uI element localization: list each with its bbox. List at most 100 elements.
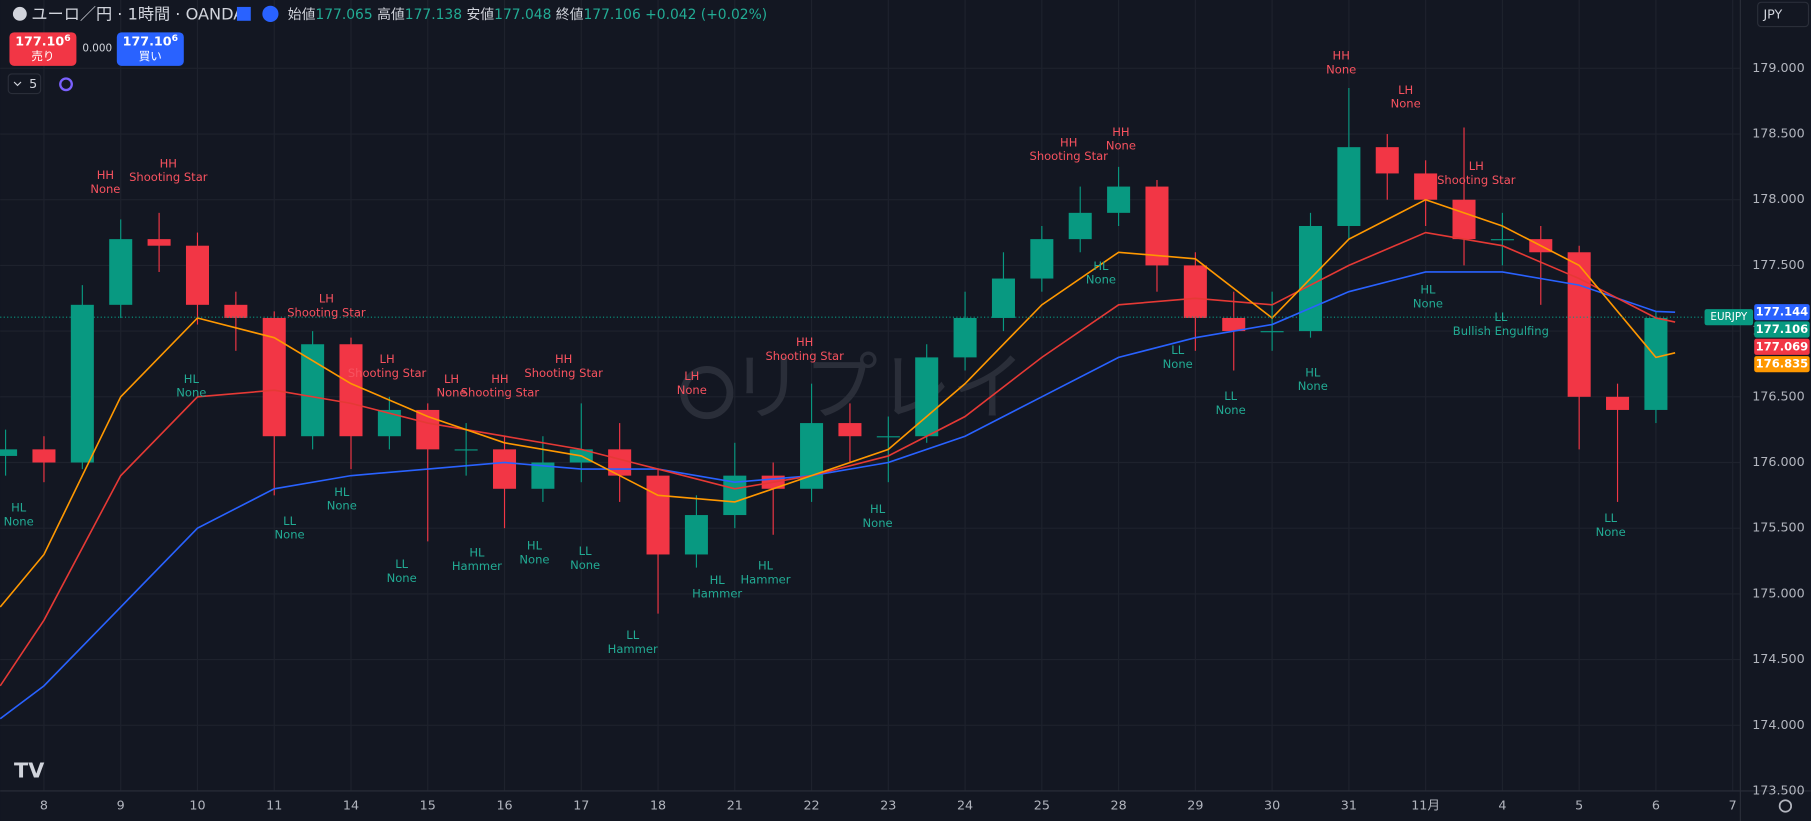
pattern-label-line: HL <box>334 485 350 499</box>
x-tick-label: 24 <box>957 797 973 812</box>
candle-body <box>800 423 824 489</box>
buy-price: 177.106 <box>123 33 178 48</box>
currency-button[interactable] <box>1757 1 1810 28</box>
change: +0.042 (+0.02%) <box>645 7 767 23</box>
buy-price-pip: 6 <box>172 33 178 44</box>
replay-icon[interactable] <box>262 5 279 22</box>
symbol-icon <box>12 6 27 21</box>
sync-icon[interactable] <box>59 77 73 92</box>
candle-body <box>147 239 171 246</box>
ohlc-value: 177.048 <box>494 7 551 23</box>
candle-body <box>876 436 900 438</box>
pattern-label-line: HL <box>469 545 485 559</box>
ohlc-value: 177.138 <box>405 7 462 23</box>
buy-button[interactable] <box>116 32 184 66</box>
pattern-label-line: None <box>1216 403 1246 417</box>
pattern-label-line: Bullish Engulfing <box>1453 324 1549 338</box>
candle-body <box>1107 186 1131 213</box>
candle-body <box>1452 199 1476 240</box>
indicator-toggle[interactable] <box>7 73 42 95</box>
candle-body <box>1030 239 1054 279</box>
sell-label: 売り <box>31 49 54 63</box>
pattern-label-line: HH <box>97 168 114 182</box>
pattern-label-line: LH <box>1469 159 1484 173</box>
price-tag-label: 176.835 <box>1756 357 1809 371</box>
spread: 0.000 <box>82 42 112 54</box>
candle-body <box>70 304 94 463</box>
pattern-label-line: LL <box>283 514 296 528</box>
symbol-tag <box>1704 309 1754 326</box>
pattern-label-line: LH <box>444 372 459 386</box>
x-tick-label: 4 <box>1498 797 1506 812</box>
watermark: リプレイ <box>730 345 1026 431</box>
y-tick-label: 173.500 <box>1752 782 1804 797</box>
flag-icon[interactable] <box>236 6 251 21</box>
x-tick-label: 18 <box>650 797 666 812</box>
candle-body <box>1337 147 1361 226</box>
ohlc-label: 終値 <box>556 7 584 23</box>
candle-body <box>1222 317 1246 332</box>
candle-body <box>339 344 363 437</box>
moving-average <box>0 231 1676 687</box>
y-tick-label: 176.500 <box>1752 388 1804 403</box>
pattern-label-line: HH <box>1060 135 1077 149</box>
pattern-label-line: HL <box>870 502 886 516</box>
x-tick-label: 31 <box>1341 797 1357 812</box>
moving-average <box>0 271 1676 720</box>
settings-icon[interactable] <box>1778 799 1793 813</box>
pattern-label-line: None <box>1086 273 1116 287</box>
candle-body <box>224 304 248 318</box>
pattern-label-line: LH <box>380 352 395 366</box>
candle-body <box>1145 186 1169 266</box>
pattern-label-line: HL <box>1305 365 1321 379</box>
candle-body <box>1606 396 1630 410</box>
pattern-label-line: HH <box>1112 125 1129 139</box>
price-tag <box>1754 321 1810 338</box>
ohlc-label: 始値 <box>288 7 316 23</box>
sell-price: 177.106 <box>15 33 70 48</box>
pattern-label-line: LH <box>1398 83 1413 97</box>
pattern-label-line: None <box>1106 139 1136 153</box>
candle-body <box>416 409 440 450</box>
x-tick-label: 14 <box>343 797 359 812</box>
pattern-label-line: Shooting Star <box>765 349 844 363</box>
candle-body <box>262 317 286 437</box>
pattern-label-line: None <box>1596 525 1626 539</box>
sell-price-main: 177.10 <box>15 33 64 48</box>
logo: TV <box>14 758 44 782</box>
pattern-label-line: HL <box>184 372 200 386</box>
pattern-label-line: LL <box>579 544 592 558</box>
candle-body <box>838 423 862 437</box>
sell-button[interactable] <box>9 32 77 66</box>
y-tick-label: 178.500 <box>1752 126 1804 141</box>
y-tick-label: 179.000 <box>1752 60 1804 75</box>
pattern-label-line: Shooting Star <box>287 306 366 320</box>
candle-body <box>1644 317 1668 410</box>
pattern-label-line: Shooting Star <box>461 386 540 400</box>
candle-body <box>109 239 133 305</box>
y-tick-label: 177.500 <box>1752 257 1804 272</box>
candle-body <box>0 449 18 456</box>
candle-body <box>454 449 478 451</box>
pattern-label-line: None <box>4 514 34 528</box>
x-tick-label: 6 <box>1652 797 1660 812</box>
x-tick-label: 7 <box>1729 797 1737 812</box>
pattern-label-line: HL <box>758 558 774 572</box>
pattern-label-line: Shooting Star <box>1030 149 1109 163</box>
